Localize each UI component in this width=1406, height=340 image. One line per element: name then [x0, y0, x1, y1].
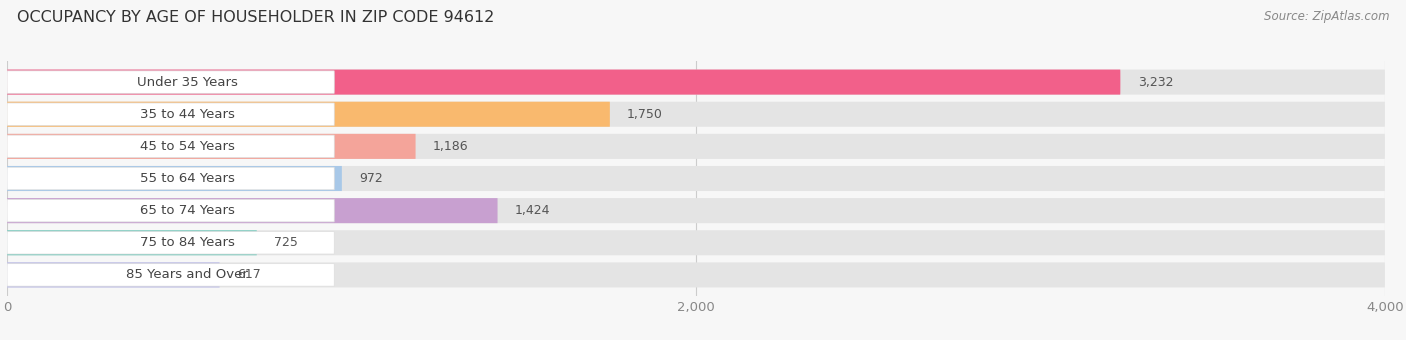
FancyBboxPatch shape	[7, 199, 335, 222]
Text: 1,750: 1,750	[627, 108, 664, 121]
FancyBboxPatch shape	[7, 230, 257, 255]
Text: 617: 617	[236, 268, 260, 282]
FancyBboxPatch shape	[7, 103, 335, 125]
Text: 65 to 74 Years: 65 to 74 Years	[139, 204, 235, 217]
Text: 85 Years and Over: 85 Years and Over	[127, 268, 247, 282]
Text: 3,232: 3,232	[1137, 75, 1173, 89]
FancyBboxPatch shape	[7, 135, 335, 158]
FancyBboxPatch shape	[7, 166, 342, 191]
FancyBboxPatch shape	[7, 232, 335, 254]
FancyBboxPatch shape	[7, 198, 498, 223]
FancyBboxPatch shape	[7, 70, 1385, 95]
Text: 725: 725	[274, 236, 298, 249]
FancyBboxPatch shape	[7, 134, 416, 159]
Text: 1,424: 1,424	[515, 204, 550, 217]
Text: 972: 972	[359, 172, 382, 185]
FancyBboxPatch shape	[7, 264, 335, 286]
FancyBboxPatch shape	[7, 262, 219, 287]
Text: OCCUPANCY BY AGE OF HOUSEHOLDER IN ZIP CODE 94612: OCCUPANCY BY AGE OF HOUSEHOLDER IN ZIP C…	[17, 10, 495, 25]
Text: 35 to 44 Years: 35 to 44 Years	[139, 108, 235, 121]
Text: 75 to 84 Years: 75 to 84 Years	[139, 236, 235, 249]
FancyBboxPatch shape	[7, 167, 335, 190]
FancyBboxPatch shape	[7, 230, 1385, 255]
FancyBboxPatch shape	[7, 70, 1121, 95]
FancyBboxPatch shape	[7, 102, 610, 127]
FancyBboxPatch shape	[7, 134, 1385, 159]
Text: Under 35 Years: Under 35 Years	[136, 75, 238, 89]
FancyBboxPatch shape	[7, 102, 1385, 127]
FancyBboxPatch shape	[7, 71, 335, 94]
FancyBboxPatch shape	[7, 166, 1385, 191]
Text: 1,186: 1,186	[433, 140, 468, 153]
FancyBboxPatch shape	[7, 262, 1385, 287]
FancyBboxPatch shape	[7, 198, 1385, 223]
Text: 55 to 64 Years: 55 to 64 Years	[139, 172, 235, 185]
Text: 45 to 54 Years: 45 to 54 Years	[139, 140, 235, 153]
Text: Source: ZipAtlas.com: Source: ZipAtlas.com	[1264, 10, 1389, 23]
